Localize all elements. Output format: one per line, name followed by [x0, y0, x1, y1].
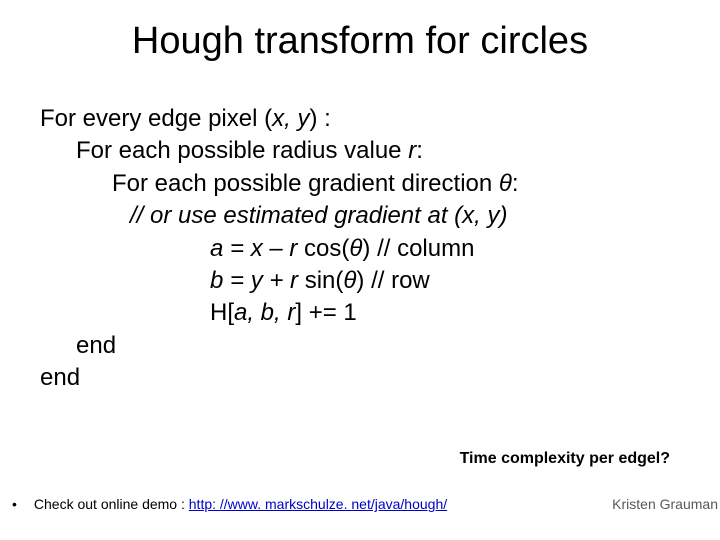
line-b-eq: b = y + r sin(θ) // row	[40, 265, 720, 297]
line-a-eq: a = x – r cos(θ) // column	[40, 233, 720, 265]
bullet-icon: •	[12, 496, 30, 512]
var-theta: θ	[349, 235, 362, 262]
demo-link[interactable]: http: //www. markschulze. net/java/hough…	[189, 496, 447, 512]
line-accumulate: H[a, b, r] += 1	[40, 297, 720, 329]
line-for-pixel: For every edge pixel (x, y) :	[40, 103, 720, 135]
line-for-radius: For each possible radius value r:	[40, 135, 720, 167]
var-xy: x, y	[272, 105, 309, 132]
var-theta: θ	[499, 170, 512, 197]
txt: For each possible gradient direction	[112, 170, 499, 197]
footer-note: • Check out online demo : http: //www. m…	[12, 496, 447, 512]
txt: ) :	[309, 105, 330, 132]
footer-prefix: Check out online demo :	[34, 496, 189, 512]
txt: H[	[210, 299, 234, 326]
line-comment: // or use estimated gradient at (x, y)	[40, 200, 720, 232]
var-theta: θ	[343, 267, 356, 294]
credit-text: Kristen Grauman	[612, 496, 718, 512]
txt: :	[512, 170, 519, 197]
complexity-question: Time complexity per edgel?	[460, 450, 670, 468]
txt: :	[416, 137, 423, 164]
line-end-inner: end	[40, 330, 720, 362]
var-r: r	[408, 137, 416, 164]
slide-title: Hough transform for circles	[0, 20, 720, 63]
txt: sin(	[305, 267, 344, 294]
var-abr: a, b, r	[234, 299, 295, 326]
line-for-theta: For each possible gradient direction θ:	[40, 168, 720, 200]
txt: ) // row	[356, 267, 429, 294]
pseudocode-block: For every edge pixel (x, y) : For each p…	[0, 103, 720, 395]
txt: cos(	[304, 235, 349, 262]
slide: Hough transform for circles For every ed…	[0, 0, 720, 540]
txt: b = y + r	[210, 267, 305, 294]
txt: ) // column	[362, 235, 474, 262]
line-end-outer: end	[40, 362, 720, 394]
txt: ] += 1	[295, 299, 356, 326]
txt: a = x – r	[210, 235, 304, 262]
txt: For each possible radius value	[76, 137, 408, 164]
txt: For every edge pixel (	[40, 105, 272, 132]
